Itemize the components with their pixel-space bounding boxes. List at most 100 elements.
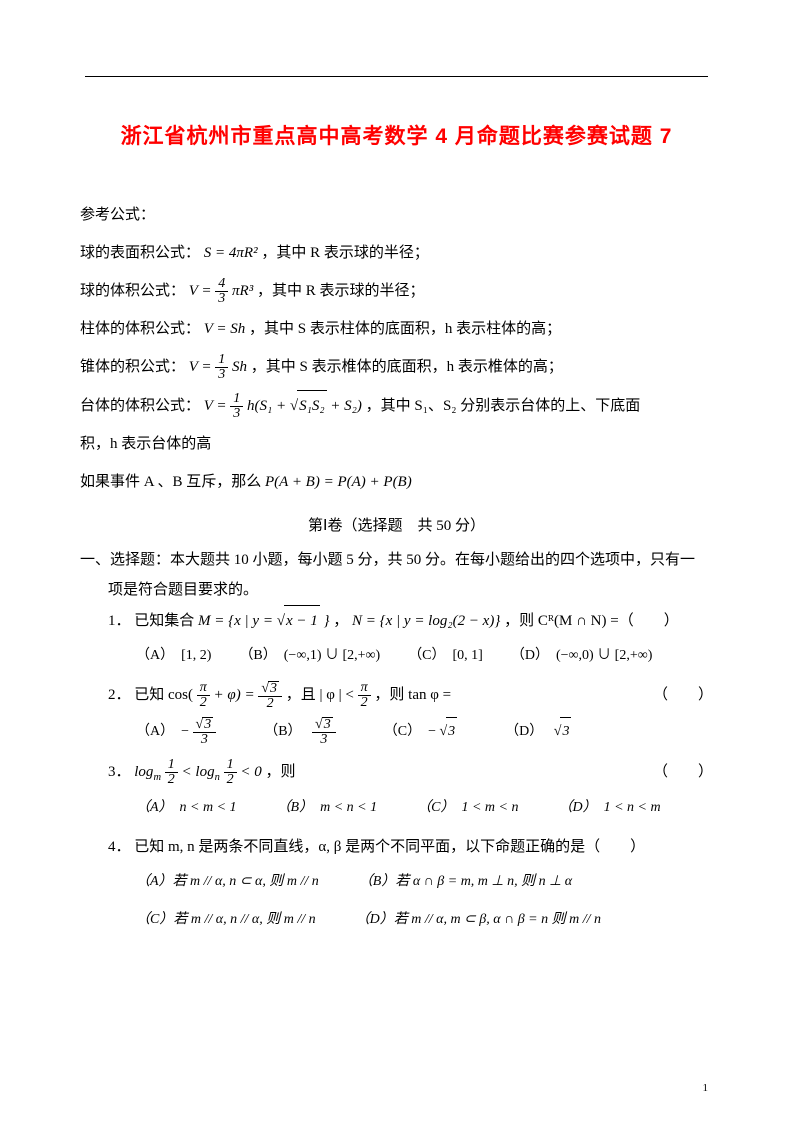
sqrt: 3 (439, 717, 457, 746)
frac1: π 2 (197, 681, 210, 710)
mid2: ，且 | φ | < (286, 687, 358, 703)
q4-A: （A）若 m // α, n ⊂ α, 则 m // n (136, 868, 319, 896)
sqrt-arg: x − 1 (284, 605, 320, 636)
formula-mutually-exclusive: 如果事件 A 、B 互斥，那么 P(A + B) = P(A) + P(B) (80, 467, 713, 497)
num: 4 (215, 277, 228, 292)
expr-pre: V = (189, 283, 216, 299)
q4: 4． 已知 m, n 是两条不同直线，α, β 是两个不同平面，以下命题正确的是… (108, 832, 713, 862)
formula-frustum-volume: 台体的体积公式： V = 1 3 h(S₁ + S₁S₂ + S₂) ，其中 S… (80, 390, 713, 421)
label: 球的体积公式： (80, 283, 185, 299)
label: 如果事件 A 、B 互斥，那么 (80, 474, 265, 490)
q3-choices: （A） n < m < 1 （B） m < n < 1 （C） 1 < m < … (136, 794, 713, 822)
M-pre: M = {x | y = (198, 613, 277, 629)
num: 3 (258, 681, 282, 697)
M-sqrt: x − 1 (277, 605, 320, 636)
num: 1 (230, 392, 243, 407)
stem-tail: ，则 tan φ = (374, 687, 451, 703)
expr-post: Sh (232, 359, 247, 375)
num: 1 (165, 758, 178, 773)
section1-center: 第Ⅰ卷（选择题 共 50 分） (80, 511, 713, 541)
page-title: 浙江省杭州市重点高中高考数学 4 月命题比赛参赛试题 7 (80, 120, 713, 150)
q-num: 1． (108, 613, 131, 629)
den: 3 (215, 368, 228, 382)
q2-choices: （A） − 3 3 （B） 3 3 （C） − 3 （D） 3 (136, 717, 713, 747)
sub: n (215, 772, 220, 783)
q3: 3． logm 1 2 < logn 1 2 < 0 ，则 （ ） (108, 757, 713, 788)
q4-choices-row2: （C）若 m // α, n // α, 则 m // n （D）若 m // … (136, 906, 713, 934)
den: 2 (197, 696, 210, 710)
num: 1 (224, 758, 237, 773)
stem-pre: 已知集合 (134, 613, 198, 629)
expr: V = Sh (204, 321, 246, 337)
q1-choices: （A） [1, 2) （B） (−∞,1) ∪ [2,+∞) （C） [0, 1… (136, 642, 713, 670)
num: 3 (193, 717, 217, 733)
pre: （A） − (136, 724, 193, 739)
stem: 已知 m, n 是两条不同直线，α, β 是两个不同平面，以下命题正确的是（ ） (134, 839, 645, 855)
formula-cone-volume: 锥体的积公式： V = 1 3 Sh ，其中 S 表示椎体的底面积，h 表示椎体… (80, 352, 713, 382)
q3-C: （C） 1 < m < n (417, 794, 518, 822)
q4-D: （D）若 m // α, m ⊂ β, α ∩ β = n 则 m // n (356, 906, 601, 934)
label: 柱体的体积公式： (80, 321, 200, 337)
label: 台体的体积公式： (80, 398, 200, 414)
label: 锥体的积公式： (80, 359, 185, 375)
q2-A: （A） − 3 3 (136, 717, 216, 747)
log: log (134, 764, 153, 780)
den: 3 (215, 292, 228, 306)
sub: m (153, 772, 161, 783)
den: 3 (193, 733, 217, 747)
num: π (358, 681, 371, 696)
logm: logm (134, 764, 161, 780)
paren: （ ） (653, 680, 713, 710)
section1-intro1: 一、选择题：本大题共 10 小题，每小题 5 分，共 50 分。在每小题给出的四… (80, 545, 713, 575)
sep: ， (333, 613, 348, 629)
pre: （C） − (384, 724, 440, 739)
q4-B: （B）若 α ∩ β = m, m ⊥ n, 则 n ⊥ α (359, 868, 572, 896)
expr-pre: V = (204, 398, 231, 414)
sqrt: S₁S₂ (290, 390, 327, 421)
tail: ，其中 R 表示球的半径； (261, 245, 429, 261)
formula-prism-volume: 柱体的体积公式： V = Sh ，其中 S 表示柱体的底面积，h 表示柱体的高； (80, 314, 713, 344)
body-content: 参考公式： 球的表面积公式： S = 4πR² ，其中 R 表示球的半径； 球的… (80, 200, 713, 934)
den: 3 (230, 407, 243, 421)
lt: < log (182, 764, 215, 780)
q-num: 3． (108, 764, 131, 780)
den: 2 (258, 697, 282, 711)
q2-C: （C） − 3 (384, 717, 457, 747)
tail: ，则 (265, 764, 295, 780)
q2-D: （D） 3 (505, 717, 571, 747)
sqrt-arg: 3 (322, 717, 333, 732)
lt1: < logn (182, 764, 220, 780)
q3-B: （B） m < n < 1 (277, 794, 378, 822)
pre: （D） (505, 724, 550, 739)
expr-pre: V = (189, 359, 216, 375)
q3-A: （A） n < m < 1 (136, 794, 237, 822)
mid1: + φ) = (214, 687, 259, 703)
q2-B: （B） 3 3 (264, 717, 336, 747)
num: 3 (312, 717, 336, 733)
paren: （ ） (653, 757, 713, 787)
formula-sphere-area: 球的表面积公式： S = 4πR² ，其中 R 表示球的半径； (80, 238, 713, 268)
q1-B: （B） (−∞,1) ∪ [2,+∞) (239, 642, 380, 670)
page-number: 1 (703, 1082, 709, 1094)
expr-post: πR³ (232, 283, 253, 299)
frac: 1 3 (230, 392, 243, 421)
sqrt-arg: S₁S₂ (297, 390, 326, 421)
page-container: 浙江省杭州市重点高中高考数学 4 月命题比赛参赛试题 7 参考公式： 球的表面积… (0, 0, 793, 1122)
frac: 4 3 (215, 277, 228, 306)
tail: ，其中 R 表示球的半径； (257, 283, 425, 299)
q-num: 2． (108, 687, 131, 703)
M-post: } (323, 613, 329, 629)
tail: ，其中 S 表示柱体的底面积，h 表示柱体的高； (249, 321, 561, 337)
q1-C: （C） [0, 1] (408, 642, 483, 670)
f2: 1 2 (224, 758, 237, 787)
expr-mid: h(S₁ + (247, 398, 290, 414)
frac2: 3 2 (258, 681, 282, 711)
q-num: 4． (108, 839, 131, 855)
formula-sphere-volume: 球的体积公式： V = 4 3 πR³ ，其中 R 表示球的半径； (80, 276, 713, 306)
sqrt-arg: 3 (202, 717, 213, 732)
q2: 2． 已知 cos( π 2 + φ) = 3 2 ，且 | φ | < π 2… (108, 680, 713, 711)
q4-C: （C）若 m // α, n // α, 则 m // n (136, 906, 316, 934)
q1-A: （A） [1, 2) (136, 642, 211, 670)
q3-D: （D） 1 < n < m (558, 794, 660, 822)
label: 球的表面积公式： (80, 245, 200, 261)
